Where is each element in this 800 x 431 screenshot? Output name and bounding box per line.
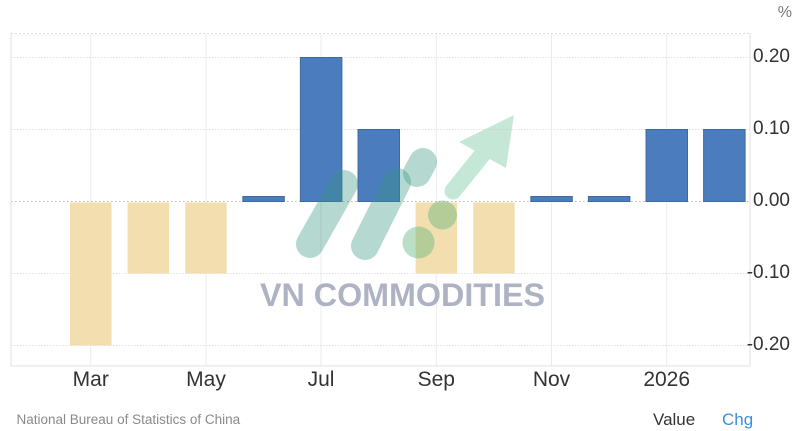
svg-text:Nov: Nov [533, 368, 571, 391]
svg-text:0.00: 0.00 [753, 190, 790, 211]
svg-text:0.10: 0.10 [753, 118, 790, 139]
svg-text:0.20: 0.20 [753, 46, 790, 67]
svg-text:Chg: Chg [722, 410, 753, 429]
svg-text:Value: Value [653, 410, 695, 429]
svg-text:2026: 2026 [643, 368, 690, 391]
svg-text:Mar: Mar [73, 368, 109, 391]
svg-text:%: % [778, 4, 792, 21]
svg-text:National Bureau of Statistics: National Bureau of Statistics of China [17, 412, 241, 427]
svg-text:Jul: Jul [308, 368, 335, 391]
svg-text:VN COMMODITIES: VN COMMODITIES [260, 277, 545, 313]
svg-text:May: May [186, 368, 226, 391]
svg-text:-0.10: -0.10 [747, 262, 790, 283]
svg-text:Sep: Sep [418, 368, 455, 391]
svg-text:-0.20: -0.20 [747, 334, 790, 355]
